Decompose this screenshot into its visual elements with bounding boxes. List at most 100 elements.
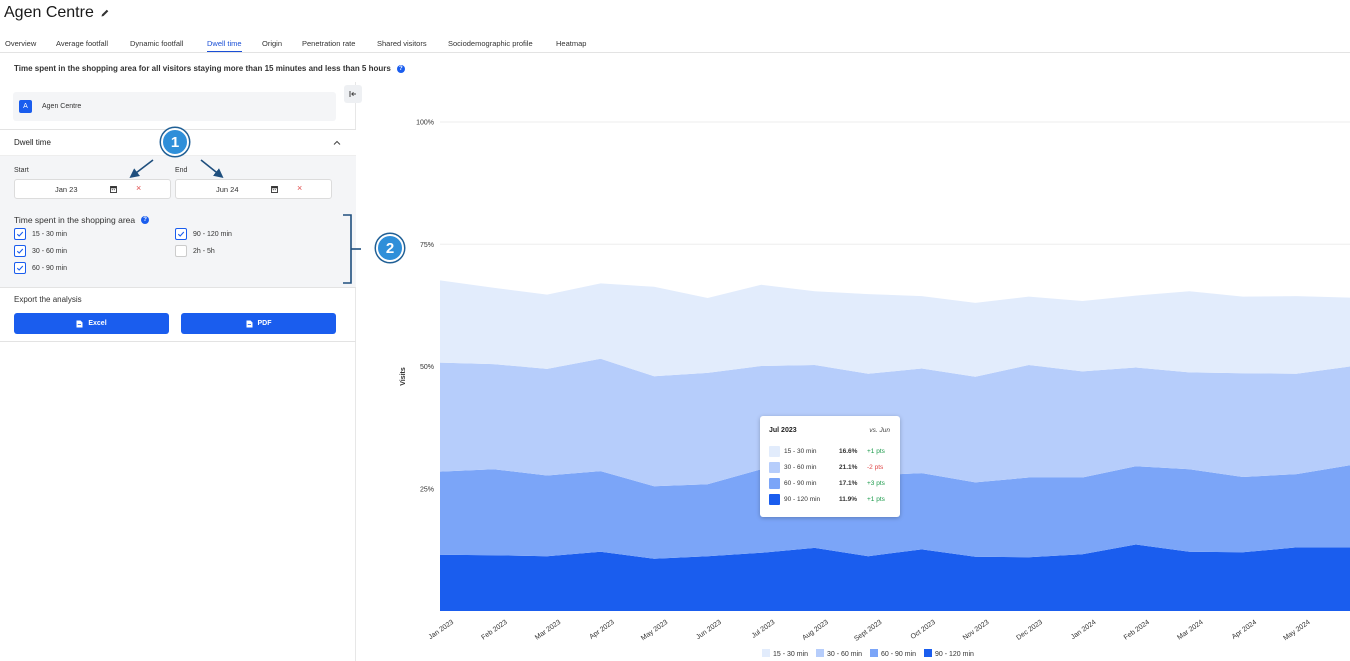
tooltip-row-label: 15 - 30 min (784, 448, 817, 455)
y-tick-label: 50% (420, 364, 434, 371)
chevron-up-icon[interactable] (332, 138, 342, 148)
legend-swatch (870, 649, 878, 657)
tooltip-row: 90 - 120 min 11.9% +1 pts (769, 494, 894, 506)
legend-swatch (769, 462, 780, 473)
time-spent-label-row: Time spent in the shopping area ? (14, 215, 150, 225)
tooltip-row: 15 - 30 min 16.6% +1 pts (769, 446, 894, 458)
site-badge: A (19, 100, 32, 113)
checkbox-label: 30 - 60 min (32, 247, 68, 255)
tooltip-comparison: vs. Jun (869, 427, 890, 434)
checkbox-checked-icon[interactable] (14, 228, 26, 240)
x-tick-label: May 2024 (1282, 619, 1311, 642)
tab-dynamic-footfall[interactable]: Dynamic footfall (130, 39, 184, 48)
tooltip-row-value: 11.9% (839, 496, 858, 503)
site-card: A Agen Centre (13, 92, 336, 121)
area-series-15-30min (440, 280, 1350, 377)
page-title: Agen Centre (4, 4, 94, 21)
end-date-input[interactable]: Jun 24 × (175, 179, 332, 199)
checkbox-label: 90 - 120 min (193, 230, 232, 238)
pdf-label: PDF (257, 320, 272, 327)
checkbox-15-30[interactable]: 15 - 30 min (14, 228, 67, 240)
checkbox-2h-5h[interactable]: 2h - 5h (175, 245, 215, 257)
start-label: Start (14, 167, 29, 174)
site-name: Agen Centre (42, 103, 82, 110)
x-tick-label: Jun 2023 (695, 619, 723, 641)
legend-swatch (769, 494, 780, 505)
tooltip-row-delta: +1 pts (867, 496, 885, 503)
collapse-left-icon (349, 91, 356, 97)
checkbox-90-120[interactable]: 90 - 120 min (175, 228, 232, 240)
tooltip-row: 60 - 90 min 17.1% +3 pts (769, 478, 894, 490)
tab-origin[interactable]: Origin (262, 39, 283, 48)
x-tick-label: Apr 2023 (588, 619, 615, 641)
export-pdf-button[interactable]: PDF (181, 313, 336, 334)
page-description: Time spent in the shopping area for all … (14, 64, 405, 73)
help-icon[interactable]: ? (396, 64, 405, 73)
export-title: Export the analysis (14, 295, 82, 304)
file-icon (76, 320, 83, 327)
legend-swatch (769, 478, 780, 489)
x-tick-label: Feb 2024 (1123, 619, 1151, 642)
checkbox-checked-icon[interactable] (14, 245, 26, 257)
tab-overview[interactable]: Overview (5, 39, 37, 48)
tooltip-row-value: 21.1% (839, 464, 858, 471)
panel-divider (0, 287, 356, 288)
x-tick-label: Apr 2024 (1231, 619, 1258, 641)
legend-item: 90 - 120 min (935, 651, 974, 658)
tooltip-row-label: 30 - 60 min (784, 464, 817, 471)
tooltip-row-value: 17.1% (839, 480, 858, 487)
x-tick-label: Jul 2023 (751, 619, 777, 640)
tooltip-row-delta: -2 pts (867, 464, 884, 471)
collapse-sidebar-button[interactable] (344, 85, 362, 103)
checkbox-label: 15 - 30 min (32, 230, 68, 238)
calendar-icon[interactable] (110, 185, 117, 193)
tab-dwell-time[interactable]: Dwell time (207, 36, 242, 52)
legend-item: 15 - 30 min (773, 651, 808, 658)
x-tick-label: Jan 2023 (428, 619, 456, 641)
checkbox-checked-icon[interactable] (175, 228, 187, 240)
pencil-icon[interactable] (100, 8, 110, 18)
tab-sociodemographic-profile[interactable]: Sociodemographic profile (448, 39, 533, 48)
start-date-input[interactable]: Jan 23 × (14, 179, 171, 199)
clear-start-date-icon[interactable]: × (136, 183, 142, 193)
dwell-time-area-chart: 25% 50% 75% 100% Visits Jan 2023 Feb 2023 Mar 2… (400, 120, 1350, 658)
tooltip-row-delta: +1 pts (867, 448, 885, 455)
callout-badge-2: 2 (376, 234, 404, 262)
checkbox-checked-icon[interactable] (14, 262, 26, 274)
x-tick-label: Aug 2023 (801, 619, 830, 642)
end-date-value: Jun 24 (216, 185, 239, 194)
callout-badge-1: 1 (161, 128, 189, 156)
x-tick-label: Mar 2024 (1176, 619, 1204, 642)
tooltip-row-label: 60 - 90 min (784, 480, 817, 487)
legend-swatch (816, 649, 824, 657)
checkbox-60-90[interactable]: 60 - 90 min (14, 262, 67, 274)
tab-shared-visitors[interactable]: Shared visitors (377, 39, 427, 48)
tooltip-title: Jul 2023 (769, 427, 797, 434)
legend-swatch (769, 446, 780, 457)
x-tick-label: Jan 2024 (1070, 619, 1098, 641)
y-tick-label: 75% (420, 242, 434, 249)
legend-swatch (762, 649, 770, 657)
export-excel-button[interactable]: Excel (14, 313, 169, 334)
tab-heatmap[interactable]: Heatmap (556, 39, 587, 48)
x-tick-label: Sept 2023 (853, 619, 883, 643)
tab-penetration-rate[interactable]: Penetration rate (302, 39, 356, 48)
tooltip-row: 30 - 60 min 21.1% -2 pts (769, 462, 894, 474)
tooltip-row-label: 90 - 120 min (784, 496, 821, 503)
clear-end-date-icon[interactable]: × (297, 183, 303, 193)
start-date-value: Jan 23 (55, 185, 78, 194)
legend-item: 30 - 60 min (827, 651, 862, 658)
checkbox-label: 2h - 5h (193, 247, 215, 255)
chart-tooltip: Jul 2023 vs. Jun 15 - 30 min 16.6% +1 pt… (760, 416, 900, 517)
checkbox-30-60[interactable]: 30 - 60 min (14, 245, 67, 257)
tab-bar: Overview Average footfall Dynamic footfa… (0, 36, 1350, 53)
end-label: End (175, 167, 188, 174)
calendar-icon[interactable] (271, 185, 278, 193)
export-divider (0, 341, 356, 342)
checkbox-unchecked-icon[interactable] (175, 245, 187, 257)
tab-average-footfall[interactable]: Average footfall (56, 39, 108, 48)
excel-label: Excel (88, 320, 107, 327)
help-icon[interactable]: ? (141, 216, 150, 224)
description-text: Time spent in the shopping area for all … (14, 64, 391, 73)
filter-sidebar: A Agen Centre Dwell time Start Jan 23 × … (0, 82, 362, 661)
